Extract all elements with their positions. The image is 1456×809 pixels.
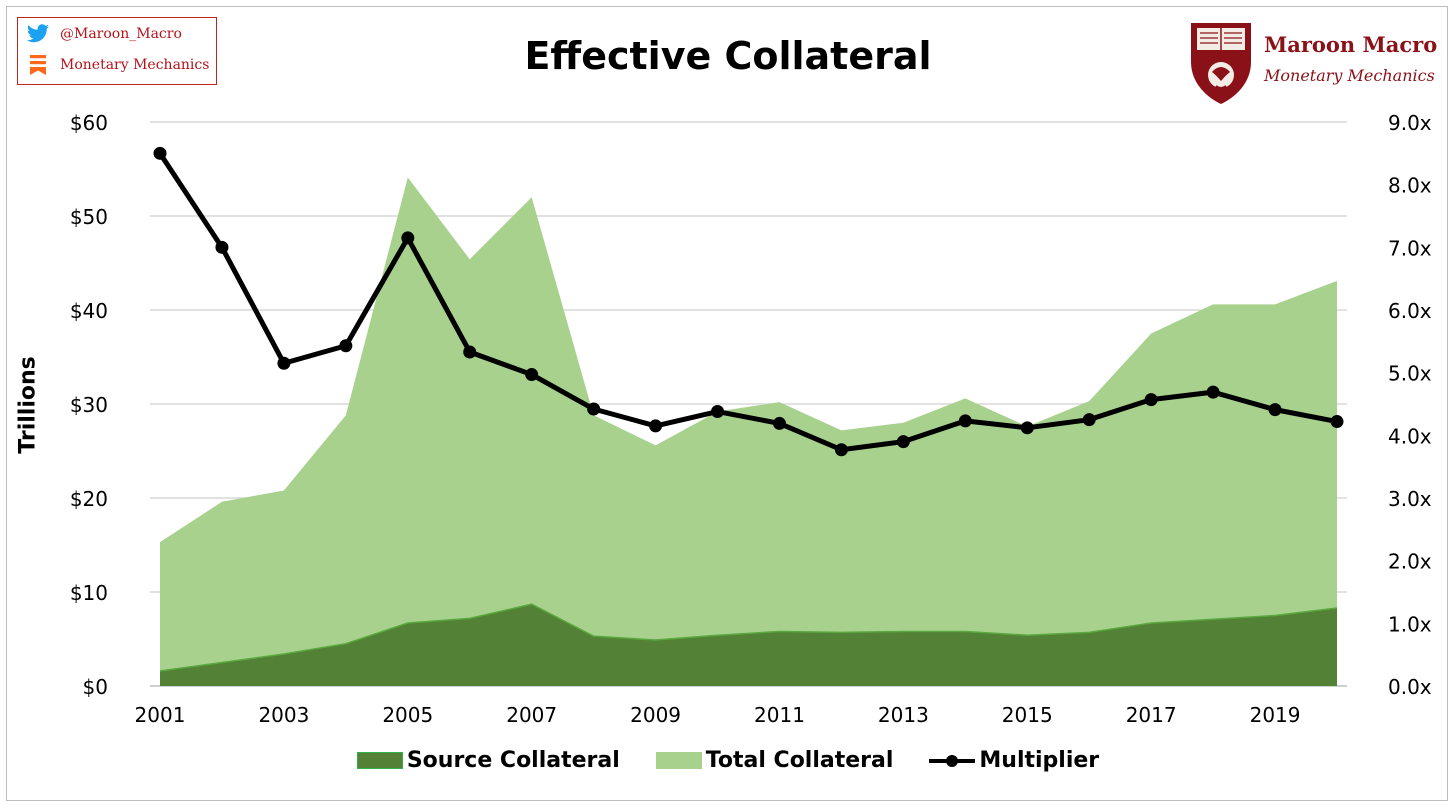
y-tick-label: $40 bbox=[70, 299, 108, 323]
x-tick-label: 2019 bbox=[1250, 703, 1301, 727]
y2-tick-label: 1.0x bbox=[1388, 612, 1432, 636]
multiplier-point bbox=[1206, 385, 1220, 399]
legend-source-collateral[interactable]: Source Collateral bbox=[356, 748, 620, 773]
substack-name: Monetary Mechanics bbox=[60, 57, 210, 73]
source-collateral-area bbox=[160, 604, 1337, 686]
crest-icon bbox=[1191, 23, 1251, 104]
brand-name: Maroon Macro bbox=[1264, 32, 1438, 57]
axis-labels: $0 $10 $20 $30 $40 $50 $60 0.0x 1.0x 2.0x 3.0x 4.0x… bbox=[70, 111, 1432, 727]
y2-tick-label: 4.0x bbox=[1388, 424, 1432, 448]
x-tick-label: 2007 bbox=[506, 703, 557, 727]
multiplier-point bbox=[772, 416, 786, 430]
multiplier-point bbox=[1144, 393, 1158, 407]
multiplier-point bbox=[525, 368, 539, 382]
multiplier-point bbox=[463, 345, 477, 359]
y2-tick-label: 7.0x bbox=[1388, 236, 1432, 260]
source-collateral-edge bbox=[159, 603, 1338, 672]
x-tick-label: 2015 bbox=[1002, 703, 1053, 727]
multiplier-point bbox=[215, 240, 229, 254]
legend-label-multiplier: Multiplier bbox=[979, 748, 1100, 773]
y2-tick-label: 0.0x bbox=[1388, 675, 1432, 699]
total-collateral-area bbox=[160, 177, 1337, 686]
multiplier-point bbox=[649, 419, 663, 433]
y2-tick-label: 3.0x bbox=[1388, 487, 1432, 511]
x-tick-label: 2009 bbox=[630, 703, 681, 727]
multiplier-line bbox=[157, 151, 1338, 453]
legend: Source Collateral Total Collateral Multi… bbox=[0, 748, 1456, 773]
x-tick-label: 2005 bbox=[382, 703, 433, 727]
substack-icon bbox=[30, 55, 46, 75]
y2-tick-label: 8.0x bbox=[1388, 174, 1432, 198]
y-tick-label: $50 bbox=[70, 205, 108, 229]
y-tick-label: $30 bbox=[70, 393, 108, 417]
y-tick-label: $20 bbox=[70, 487, 108, 511]
social-badge[interactable]: @Maroon_Macro Monetary Mechanics bbox=[17, 17, 217, 85]
multiplier-point bbox=[153, 146, 167, 160]
multiplier-point bbox=[896, 435, 910, 449]
legend-label-source: Source Collateral bbox=[406, 748, 620, 773]
multiplier-point bbox=[587, 402, 601, 416]
twitter-handle: @Maroon_Macro bbox=[60, 26, 182, 42]
x-tick-label: 2017 bbox=[1126, 703, 1177, 727]
y2-tick-label: 5.0x bbox=[1388, 362, 1432, 386]
legend-swatch-multiplier bbox=[929, 752, 976, 769]
legend-swatch-source bbox=[356, 752, 403, 769]
legend-total-collateral[interactable]: Total Collateral bbox=[655, 748, 894, 773]
multiplier-point bbox=[1020, 421, 1034, 435]
area-series bbox=[159, 177, 1338, 686]
multiplier-point bbox=[401, 231, 415, 245]
x-tick-label: 2001 bbox=[135, 703, 186, 727]
legend-multiplier[interactable]: Multiplier bbox=[929, 748, 1099, 773]
twitter-bird-icon bbox=[27, 24, 49, 43]
substack-row[interactable]: Monetary Mechanics bbox=[26, 54, 209, 76]
y2-tick-label: 6.0x bbox=[1388, 299, 1432, 323]
legend-label-total: Total Collateral bbox=[705, 748, 894, 773]
x-tick-label: 2011 bbox=[754, 703, 805, 727]
multiplier-point bbox=[1330, 415, 1344, 429]
y2-tick-label: 2.0x bbox=[1388, 550, 1432, 574]
multiplier-point bbox=[339, 339, 353, 353]
x-tick-label: 2013 bbox=[878, 703, 929, 727]
x-tick-label: 2003 bbox=[258, 703, 309, 727]
twitter-row[interactable]: @Maroon_Macro bbox=[26, 24, 182, 44]
multiplier-point bbox=[277, 356, 291, 370]
multiplier-point bbox=[1268, 403, 1282, 417]
multiplier-point bbox=[711, 405, 725, 419]
chart-title: Effective Collateral bbox=[524, 34, 932, 78]
y-tick-label: $60 bbox=[70, 111, 108, 135]
y2-tick-label: 9.0x bbox=[1388, 111, 1432, 135]
brand-subtitle: Monetary Mechanics bbox=[1264, 66, 1435, 85]
multiplier-point bbox=[958, 414, 972, 428]
y-tick-label: $10 bbox=[70, 581, 108, 605]
multiplier-point bbox=[1082, 413, 1096, 427]
brand-logo: Maroon Macro Monetary Mechanics bbox=[1188, 20, 1448, 110]
y-tick-label: $0 bbox=[83, 675, 108, 699]
legend-swatch-total bbox=[655, 752, 702, 769]
multiplier-point bbox=[834, 443, 848, 457]
line-series bbox=[153, 146, 1344, 457]
